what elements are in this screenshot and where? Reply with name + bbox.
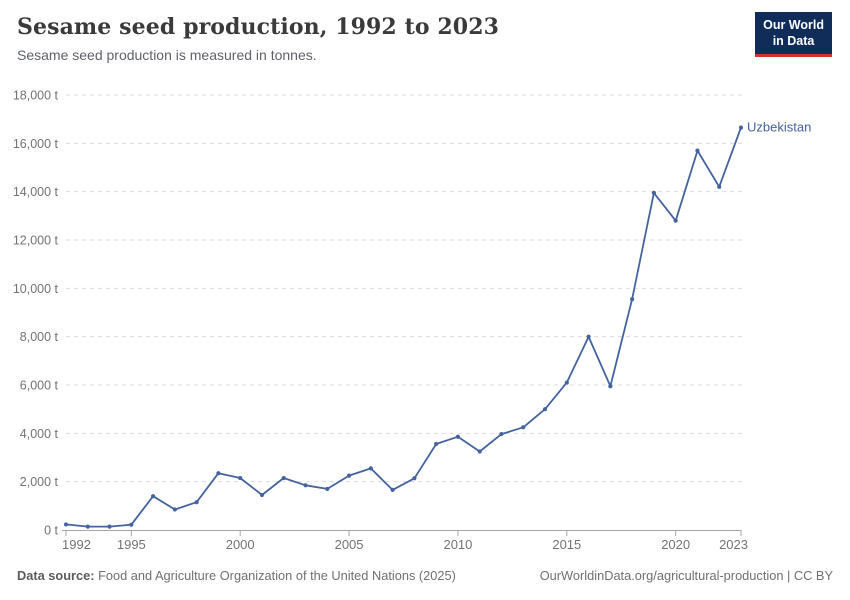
data-point[interactable] xyxy=(412,476,417,481)
credit-link[interactable]: OurWorldinData.org/agricultural-producti… xyxy=(539,568,833,583)
chart-header: Sesame seed production, 1992 to 2023 Ses… xyxy=(17,14,757,63)
owid-logo[interactable]: Our World in Data xyxy=(755,12,832,58)
x-axis-tick-label: 2023 xyxy=(719,537,748,552)
data-point[interactable] xyxy=(695,148,700,153)
chart-subtitle: Sesame seed production is measured in to… xyxy=(17,47,317,63)
data-point[interactable] xyxy=(259,492,265,498)
data-source-label: Data source: xyxy=(17,568,95,583)
data-point[interactable] xyxy=(85,524,90,529)
data-point[interactable] xyxy=(738,125,744,130)
y-axis-tick-label: 2,000 t xyxy=(20,475,59,489)
data-point[interactable] xyxy=(368,466,373,471)
data-point[interactable] xyxy=(608,384,613,389)
data-point[interactable] xyxy=(346,473,352,478)
owid-logo-line1: Our World xyxy=(763,18,824,32)
y-axis-tick-label: 16,000 t xyxy=(13,137,59,151)
data-point[interactable] xyxy=(564,380,569,385)
y-axis-tick-label: 10,000 t xyxy=(13,282,59,296)
x-axis-tick-label: 1992 xyxy=(62,537,91,552)
x-axis-tick-label: 2015 xyxy=(552,537,581,552)
data-point[interactable] xyxy=(390,487,395,492)
data-point[interactable] xyxy=(194,500,199,505)
data-point[interactable] xyxy=(238,475,243,481)
data-point[interactable] xyxy=(434,441,439,447)
x-axis-tick-label: 2005 xyxy=(335,537,364,552)
data-point[interactable] xyxy=(216,471,221,476)
data-point[interactable] xyxy=(150,494,156,499)
data-point[interactable] xyxy=(325,486,330,492)
chart-footer: Data source: Food and Agriculture Organi… xyxy=(17,568,833,583)
data-point[interactable] xyxy=(630,297,635,302)
data-point[interactable] xyxy=(477,449,482,454)
data-point[interactable] xyxy=(281,475,286,481)
x-axis-tick-label: 2010 xyxy=(443,537,472,552)
y-axis-tick-label: 8,000 t xyxy=(20,330,59,344)
y-axis-tick-label: 18,000 t xyxy=(13,89,59,103)
data-source-text: Food and Agriculture Organization of the… xyxy=(94,568,456,583)
data-point[interactable] xyxy=(303,483,308,488)
data-line-uzbekistan[interactable] xyxy=(65,126,742,528)
data-source: Data source: Food and Agriculture Organi… xyxy=(17,568,456,583)
data-point[interactable] xyxy=(129,522,134,527)
data-point[interactable] xyxy=(673,218,678,223)
y-axis-tick-label: 0 t xyxy=(44,524,58,538)
y-axis-tick-label: 12,000 t xyxy=(13,234,59,248)
data-point[interactable] xyxy=(521,425,526,430)
data-point[interactable] xyxy=(542,407,548,412)
y-axis-tick-label: 14,000 t xyxy=(13,185,59,199)
data-point[interactable] xyxy=(651,190,657,195)
data-point[interactable] xyxy=(499,431,504,437)
y-axis-tick-label: 6,000 t xyxy=(20,379,59,393)
x-axis-tick-label: 1995 xyxy=(117,537,146,552)
data-point[interactable] xyxy=(717,184,722,189)
y-axis-tick-label: 4,000 t xyxy=(20,427,59,441)
data-point[interactable] xyxy=(172,507,177,512)
data-point[interactable] xyxy=(455,434,461,439)
data-point[interactable] xyxy=(63,522,69,527)
page-title: Sesame seed production, 1992 to 2023 xyxy=(17,14,500,40)
x-axis-tick-label: 2000 xyxy=(226,537,255,552)
x-axis-tick-label: 2020 xyxy=(661,537,690,552)
owid-logo-line2: in Data xyxy=(772,33,815,48)
data-point[interactable] xyxy=(586,334,591,339)
data-point[interactable] xyxy=(107,524,112,529)
series-label[interactable]: Uzbekistan xyxy=(747,120,811,135)
